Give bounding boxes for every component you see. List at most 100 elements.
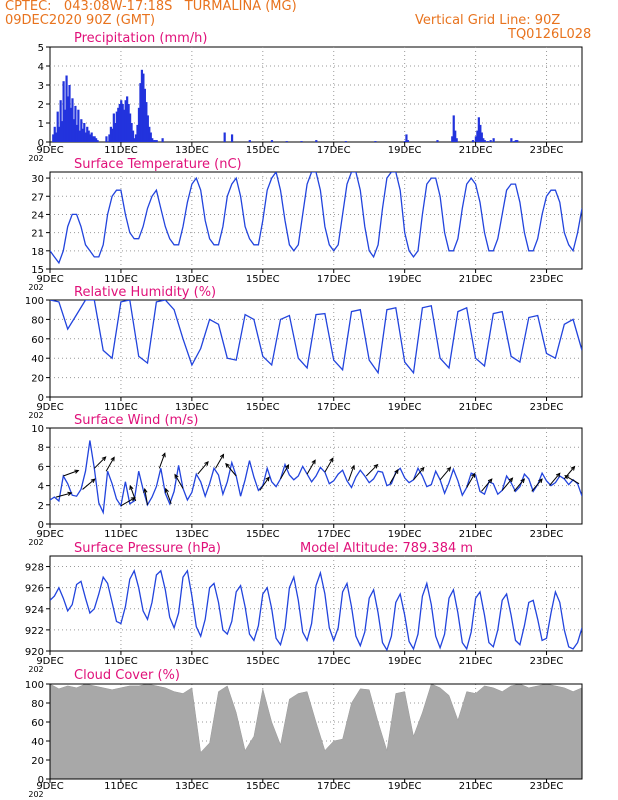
precip-bar bbox=[152, 140, 155, 142]
precip-bar bbox=[80, 119, 83, 142]
precip-bar bbox=[129, 113, 132, 142]
pressure-xtick-label: 21DEC bbox=[459, 656, 493, 667]
precip-bar bbox=[151, 138, 154, 142]
rh-xtick-label: 21DEC bbox=[459, 402, 493, 413]
temp-xtick-label: 15DEC bbox=[246, 274, 280, 285]
precip-bar bbox=[124, 100, 127, 142]
precip-bar bbox=[120, 100, 123, 142]
cloud-xtick-label: 19DEC bbox=[388, 781, 422, 792]
wind-arrow bbox=[564, 475, 580, 485]
precip-bar bbox=[59, 100, 62, 142]
precip-bar bbox=[69, 107, 73, 142]
precip-xtick-label: 15DEC bbox=[246, 145, 280, 156]
temp-xtick-label: 13DEC bbox=[175, 274, 209, 285]
precip-bar bbox=[127, 104, 130, 142]
temp-xtick-label: 19DEC bbox=[388, 274, 422, 285]
precip-bar bbox=[56, 111, 59, 142]
grid-note: Vertical Grid Line: 90Z bbox=[415, 13, 561, 28]
precip-bar bbox=[482, 138, 485, 142]
precip-bar bbox=[436, 140, 439, 142]
precip-bar bbox=[477, 117, 480, 142]
wind-arrow bbox=[531, 478, 543, 492]
precip-bar bbox=[344, 141, 347, 142]
temp-xtick-label: 11DEC bbox=[104, 274, 138, 285]
precip-bar bbox=[454, 130, 457, 142]
precip-xtick-label: 21DEC bbox=[459, 145, 493, 156]
wind-ytick-label: 0 bbox=[38, 520, 44, 531]
precip-title: Precipitation (mm/h) bbox=[74, 31, 207, 46]
wind-arrow-head bbox=[67, 491, 73, 496]
precip-bar bbox=[111, 128, 114, 142]
rh-xtick-label: 13DEC bbox=[175, 402, 209, 413]
precip-bar bbox=[479, 124, 482, 142]
precip-bar bbox=[66, 96, 70, 142]
precip-bar bbox=[486, 141, 489, 142]
precip-bar bbox=[489, 140, 492, 142]
precip-bar bbox=[58, 126, 61, 142]
wind-xtick-sublabel: 202 bbox=[28, 538, 43, 547]
wind-arrow-head bbox=[143, 487, 148, 494]
precip-bar bbox=[143, 88, 146, 142]
wind-arrow-head bbox=[129, 484, 134, 490]
wind-arrow bbox=[365, 464, 378, 477]
precip-bar bbox=[451, 136, 454, 142]
wind-arrow bbox=[259, 477, 270, 491]
precip-xtick-label: 11DEC bbox=[104, 145, 138, 156]
wind-arrow-head bbox=[570, 465, 576, 471]
wind-arrow-head bbox=[284, 464, 290, 470]
precip-bar bbox=[405, 134, 408, 142]
wind-arrow-head bbox=[164, 487, 169, 493]
precip-bar bbox=[71, 98, 74, 142]
pressure-xtick-label: 11DEC bbox=[104, 656, 138, 667]
temp-xtick-label: 23DEC bbox=[530, 274, 564, 285]
precip-bar bbox=[123, 109, 126, 142]
wind-ytick-label: 4 bbox=[38, 482, 44, 493]
pressure-ytick-label: 920 bbox=[25, 647, 44, 658]
cloud-ytick-label: 80 bbox=[31, 699, 44, 710]
wind-frame bbox=[49, 427, 583, 525]
precip-bar bbox=[154, 140, 157, 142]
precip-bar bbox=[109, 126, 112, 142]
wind-arrow bbox=[174, 474, 184, 489]
rh-xtick-label: 17DEC bbox=[317, 402, 351, 413]
wind-arrow bbox=[413, 467, 425, 481]
precip-xtick-label: 19DEC bbox=[388, 145, 422, 156]
precip-xtick-label: 13DEC bbox=[175, 145, 209, 156]
precip-ytick-label: 4 bbox=[38, 62, 44, 73]
wind-arrow bbox=[306, 459, 316, 475]
precip-bar bbox=[455, 138, 458, 142]
cloud-xtick-label: 15DEC bbox=[246, 781, 280, 792]
header-line1: CPTEC: 043:08W-17:18S TURMALINA (MG) bbox=[5, 0, 297, 14]
precip-bar bbox=[93, 136, 96, 142]
wind-arrow bbox=[215, 454, 224, 469]
precip-bar bbox=[471, 140, 475, 142]
pressure-ytick-label: 924 bbox=[25, 605, 44, 616]
wind-arrow bbox=[82, 478, 96, 490]
precip-bar bbox=[62, 81, 65, 142]
precip-bar bbox=[149, 132, 152, 142]
precip-bar bbox=[115, 111, 118, 142]
precip-bar bbox=[81, 128, 84, 142]
wind-arrow bbox=[158, 453, 166, 469]
precip-bar bbox=[105, 136, 108, 142]
wind-arrow bbox=[129, 485, 137, 502]
wind-arrow bbox=[481, 478, 493, 492]
precip-bar bbox=[300, 141, 303, 142]
wind-arrow-head bbox=[329, 457, 334, 463]
rh-ytick-label: 100 bbox=[25, 296, 44, 307]
precip-bar bbox=[510, 138, 513, 142]
temp-xtick-label: 21DEC bbox=[459, 274, 493, 285]
model-altitude: Model Altitude: 789.384 m bbox=[300, 541, 473, 556]
precip-bar bbox=[90, 132, 93, 142]
wind-arrow-head bbox=[487, 478, 493, 484]
wind-arrow-head bbox=[110, 456, 115, 462]
precip-bar bbox=[121, 104, 124, 142]
wind-arrow bbox=[197, 461, 209, 475]
precip-bar bbox=[87, 130, 90, 142]
wind-arrow-head bbox=[101, 456, 107, 461]
wind-ytick-label: 8 bbox=[38, 443, 44, 454]
precip-bar bbox=[161, 138, 164, 142]
wind-arrow bbox=[466, 473, 476, 488]
precip-bar bbox=[95, 138, 98, 142]
wind-arrow bbox=[280, 464, 289, 480]
